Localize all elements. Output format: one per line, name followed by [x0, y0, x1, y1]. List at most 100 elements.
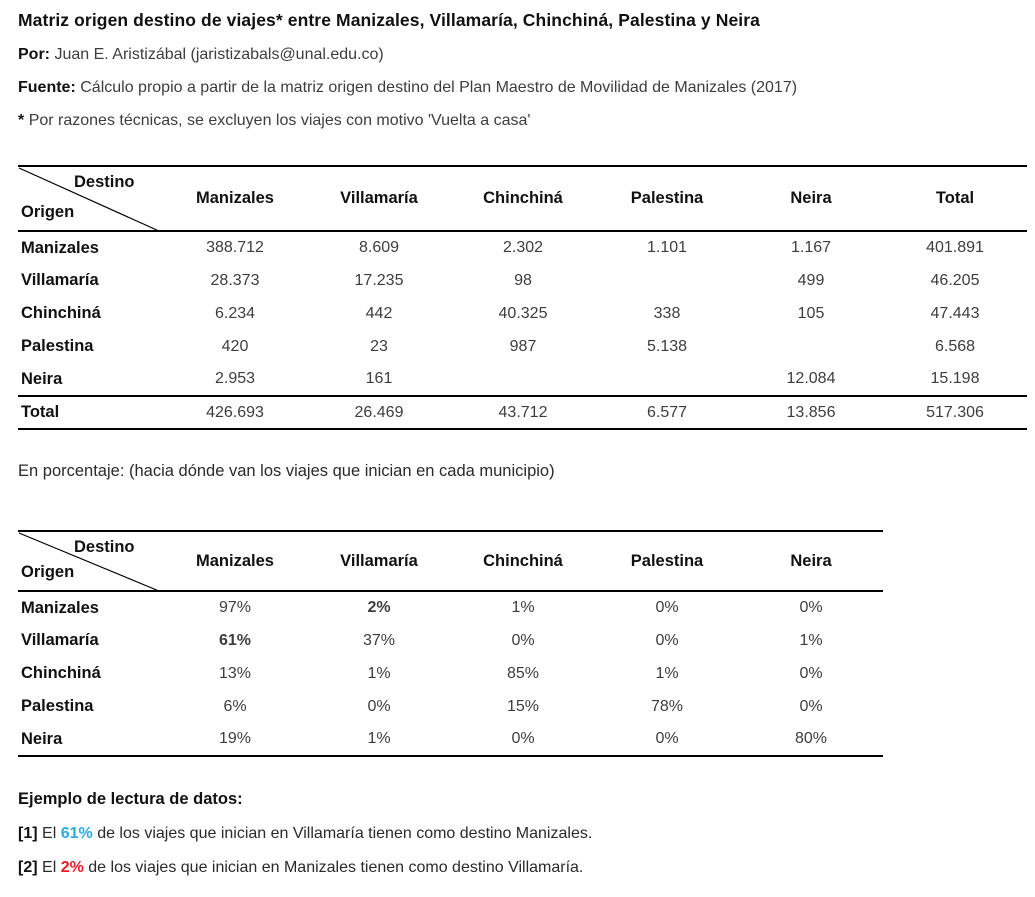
matrix-cell: 0% [799, 599, 823, 616]
column-header: Villamaría [307, 165, 451, 232]
matrix-cell: 388.712 [206, 239, 264, 256]
matrix-cell: 5.138 [646, 337, 688, 355]
example-post: de los viajes que inician en Manizales t… [88, 859, 584, 876]
column-header: Total [883, 165, 1027, 232]
matrix-cell: 98 [514, 271, 532, 289]
column-header: Manizales [163, 530, 307, 592]
row-label: Manizales [21, 598, 99, 617]
table-row: Villamaría 28.373 17.235 98 499 46.205 [18, 264, 1027, 297]
column-header: Palestina [595, 165, 739, 232]
corner-destino-label: Destino [74, 538, 135, 556]
matrix-cell: 0% [655, 599, 679, 616]
matrix-cell: 105 [797, 304, 825, 322]
matrix-cell: 15.198 [930, 370, 980, 387]
matrix-cell: 442 [365, 304, 393, 322]
footnote-asterisk: * [18, 112, 25, 129]
matrix-cell: 2.953 [214, 370, 256, 387]
column-header: Chinchiná [451, 530, 595, 592]
matrix-cell: 6.568 [934, 337, 976, 355]
table-row: Palestina 420 23 987 5.138 6.568 [18, 330, 1027, 363]
example-value-red: 2% [60, 859, 84, 876]
reading-example-2: [2] El 2% de los viajes que inician en M… [18, 859, 1017, 877]
page-title: Matriz origen destino de viajes* entre M… [18, 10, 760, 30]
matrix-cell: 0% [367, 697, 391, 715]
table-header-row: Destino Origen Manizales Villamaría Chin… [18, 165, 1027, 232]
matrix-cell: 987 [509, 337, 537, 355]
matrix-cell: 1% [367, 664, 391, 682]
table-row: Manizales 388.712 8.609 2.302 1.101 1.16… [18, 231, 1027, 264]
author-label: Por: [18, 46, 50, 63]
corner-origen-label: Origen [21, 563, 75, 581]
total-row: Total 426.693 26.469 43.712 6.577 13.856… [18, 395, 1027, 430]
matrix-cell-total: 43.712 [451, 395, 595, 430]
corner-destino-label: Destino [74, 173, 135, 191]
row-label: Palestina [21, 697, 94, 715]
matrix-cell: 338 [653, 304, 681, 322]
matrix-cell: 401.891 [926, 239, 984, 256]
matrix-cell: 0% [511, 631, 535, 649]
column-header: Neira [739, 530, 883, 592]
matrix-cell: 161 [365, 370, 393, 387]
row-label: Neira [21, 369, 63, 388]
matrix-cell: 13% [218, 664, 252, 682]
table-row: Neira 19% 1% 0% 0% 80% [18, 723, 883, 757]
table-row: Palestina 6% 0% 15% 78% 0% [18, 690, 883, 723]
matrix-cell [739, 330, 883, 363]
matrix-cell: 17.235 [354, 271, 404, 289]
example-post: de los viajes que inician en Villamaría … [97, 825, 593, 842]
matrix-cell [595, 363, 739, 396]
row-label: Villamaría [21, 271, 99, 289]
matrix-cell-highlight-red: 2% [367, 599, 391, 616]
matrix-cell: 1% [799, 631, 823, 649]
matrix-cell: 0% [799, 664, 823, 682]
table-row: Villamaría 61% 37% 0% 0% 1% [18, 624, 883, 657]
row-label: Chinchiná [21, 664, 101, 682]
source-value: Cálculo propio a partir de la matriz ori… [80, 79, 798, 96]
matrix-cell: 6.234 [214, 304, 256, 322]
column-header: Villamaría [307, 530, 451, 592]
matrix-cell: 40.325 [498, 304, 548, 322]
matrix-cell-total: 6.577 [595, 395, 739, 430]
column-header: Palestina [595, 530, 739, 592]
example-pre: El [42, 825, 57, 842]
reading-example-heading: Ejemplo de lectura de datos: [18, 790, 243, 808]
matrix-cell: 46.205 [930, 271, 980, 289]
matrix-cell: 1.101 [646, 239, 688, 256]
matrix-cell: 19% [163, 723, 307, 757]
document-page: Matriz origen destino de viajes* entre M… [18, 10, 1027, 877]
matrix-cell: 1% [511, 599, 535, 616]
example-pre: El [42, 859, 57, 876]
matrix-cell: 0% [451, 723, 595, 757]
corner-diagonal-line [18, 167, 160, 232]
matrix-cell-total: 517.306 [883, 395, 1027, 430]
corner-origen-label: Origen [21, 203, 75, 221]
matrix-cell [451, 363, 595, 396]
matrix-cell: 85% [506, 664, 540, 682]
matrix-cell-total: 426.693 [163, 395, 307, 430]
matrix-cell-total: 26.469 [307, 395, 451, 430]
matrix-cell: 1% [655, 664, 679, 682]
row-label-total: Total [18, 395, 163, 430]
reading-example-1: [1] El 61% de los viajes que inician en … [18, 825, 1017, 843]
source-line: Fuente: Cálculo propio a partir de la ma… [18, 78, 1017, 97]
matrix-cell: 499 [797, 271, 825, 289]
author-value: Juan E. Aristizábal (jaristizabals@unal.… [54, 46, 384, 63]
matrix-cell: 2.302 [502, 239, 544, 256]
matrix-cell: 0% [655, 631, 679, 649]
percentage-matrix-table: Destino Origen Manizales Villamaría Chin… [18, 530, 883, 757]
matrix-cell: 15% [506, 697, 540, 715]
matrix-cell: 0% [595, 723, 739, 757]
matrix-cell: 1% [307, 723, 451, 757]
column-header: Neira [739, 165, 883, 232]
column-header: Manizales [163, 165, 307, 232]
corner-header-cell: Destino Origen [18, 530, 163, 592]
source-label: Fuente: [18, 79, 76, 96]
example-value-blue: 61% [60, 825, 93, 842]
matrix-cell: 78% [650, 697, 684, 715]
corner-header-cell: Destino Origen [18, 165, 163, 232]
footnote-line: * Por razones técnicas, se excluyen los … [18, 111, 1017, 130]
table-row: Manizales 97% 2% 1% 0% 0% [18, 591, 883, 624]
corner-diagonal-line [18, 532, 160, 592]
author-line: Por: Juan E. Aristizábal (jaristizabals@… [18, 45, 1017, 64]
row-label: Neira [18, 723, 163, 757]
